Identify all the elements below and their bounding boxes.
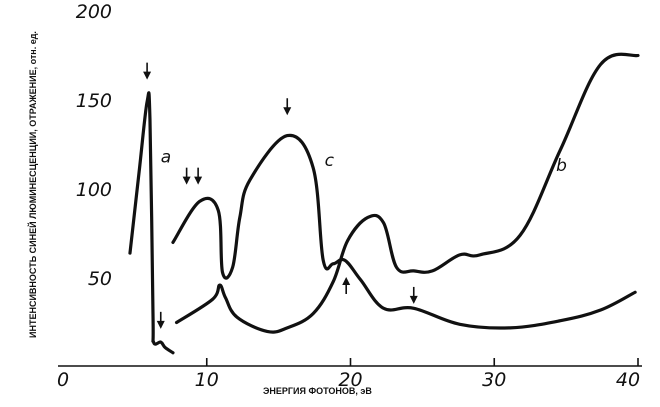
y-tick-label: 100 [76, 179, 112, 201]
curve-label-b: b [556, 156, 567, 176]
x-tick-label: 0 [57, 369, 69, 391]
x-tick-label: 10 [195, 369, 219, 391]
x-tick-label: 20 [338, 369, 362, 391]
y-tick-label: 50 [88, 268, 112, 290]
x-tick-label: 40 [616, 369, 640, 391]
arrow-marker-down [182, 167, 191, 185]
x-tick-labels: 0 10 20 30 40 [57, 358, 640, 391]
curve-label-a: a [161, 147, 171, 167]
arrow-marker-down [283, 98, 292, 116]
y-tick-label: 150 [76, 90, 112, 112]
curve-label-c: c [325, 151, 335, 171]
arrow-marker-up [342, 277, 351, 294]
x-tick-label: 30 [482, 369, 506, 391]
y-axis-label: ИНТЕНСИВНОСТЬ СИНЕЙ ЛЮМИНЕСЦЕНЦИИ, ОТРАЖ… [27, 31, 38, 338]
arrow-marker-down [409, 286, 418, 304]
arrow-marker-down [156, 311, 165, 329]
series-curve-a [128, 91, 175, 355]
y-tick-labels: 50 100 150 200 [76, 1, 112, 290]
series-curve-b [174, 52, 640, 334]
series-curve-c [171, 133, 637, 330]
x-axis-label: ЭНЕРГИЯ ФОТОНОВ, эВ [263, 386, 372, 396]
y-tick-label: 200 [76, 1, 112, 23]
arrow-marker-down [194, 167, 203, 185]
arrow-marker-down [143, 62, 152, 80]
